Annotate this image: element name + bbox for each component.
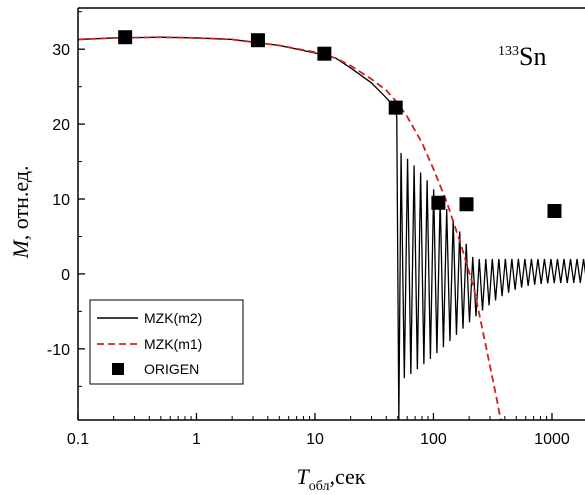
x-axis-title-main: T bbox=[296, 464, 310, 489]
x-tick-label: 1000 bbox=[534, 431, 570, 448]
isotope-mass-number: 133 bbox=[498, 44, 519, 59]
y-axis-title-rest: , отн.ед. bbox=[8, 165, 33, 240]
origen-point bbox=[547, 204, 562, 219]
series-line-mzk-m1 bbox=[78, 36, 502, 420]
x-axis-title-rest: ,сек bbox=[330, 464, 366, 489]
x-tick-label: 0.1 bbox=[67, 431, 89, 448]
y-axis-title: M, отн.ед. bbox=[8, 165, 33, 259]
origen-point bbox=[317, 46, 332, 61]
legend-label-mzk-m1: MZK(m1) bbox=[144, 336, 202, 352]
x-axis: 0.1 1 10 100 1000 bbox=[67, 413, 570, 448]
origen-point bbox=[388, 100, 403, 115]
y-tick-label: 0 bbox=[61, 267, 70, 284]
x-tick-label: 100 bbox=[420, 431, 447, 448]
x-tick-label: 1 bbox=[192, 431, 201, 448]
y-tick-label: 20 bbox=[52, 117, 70, 134]
origen-point bbox=[118, 30, 133, 45]
plot-frame bbox=[77, 7, 585, 421]
y-tick-label: 10 bbox=[52, 192, 70, 209]
x-axis-title: Tобл,сек bbox=[296, 464, 365, 494]
x-axis-title-sub: обл bbox=[309, 479, 330, 494]
legend-label-origen: ORIGEN bbox=[144, 361, 199, 377]
series-line-mzk-m2 bbox=[78, 36, 585, 420]
x-tick-label: 10 bbox=[306, 431, 324, 448]
origen-point bbox=[250, 33, 265, 48]
isotope-symbol: Sn bbox=[519, 42, 546, 71]
origen-point bbox=[431, 195, 446, 210]
legend: MZK(m2) MZK(m1) ORIGEN bbox=[89, 299, 244, 385]
series-layer bbox=[78, 30, 585, 420]
y-axis-title-main: M bbox=[8, 239, 33, 260]
legend-swatch-origen bbox=[112, 363, 124, 375]
isotope-annotation: 133Sn bbox=[498, 42, 546, 71]
origen-point bbox=[459, 197, 474, 212]
y-axis: 30 20 10 0 -10 bbox=[47, 11, 85, 387]
y-tick-label: 30 bbox=[52, 42, 70, 59]
y-tick-label: -10 bbox=[47, 342, 70, 359]
legend-label-mzk-m2: MZK(m2) bbox=[144, 310, 202, 326]
